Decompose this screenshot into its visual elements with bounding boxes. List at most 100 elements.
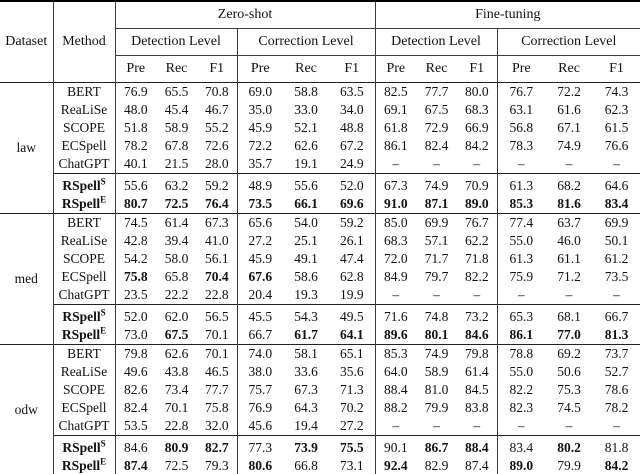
metric-value: 65.3 <box>497 304 546 326</box>
metric-value: 72.9 <box>424 120 449 135</box>
table-body: law BERT 76.9 65.5 70.8 69.0 58.8 63.5 82.5 77.7 8… <box>0 82 640 474</box>
metric-value: – <box>457 155 498 174</box>
metric-value: 84.2 <box>457 137 498 155</box>
metric-value: 67.5 <box>424 102 449 117</box>
metric-value: 70.4 <box>197 268 238 286</box>
metric-value: 63.1 <box>509 102 534 117</box>
metric-value: 67.3 <box>375 173 417 195</box>
metric-value: 76.9 <box>115 82 156 101</box>
metric-value: 55.6 <box>283 173 329 195</box>
metric-value: 73.2 <box>457 304 498 326</box>
metric-value: – <box>517 287 525 302</box>
metric-value: – <box>613 418 620 433</box>
metric-value: 79.9 <box>424 400 449 415</box>
dataset-label: law <box>0 82 54 214</box>
metric-value: 69.9 <box>593 213 640 232</box>
metric-value: 70.1 <box>197 344 238 363</box>
metric-value: 54.2 <box>123 251 148 266</box>
header-row-groups: Dataset Method Zero-shot Fine-tuning <box>0 1 640 83</box>
metric-value: 28.0 <box>197 155 238 174</box>
metric-value: 68.3 <box>383 233 408 248</box>
metric-value: 77.7 <box>416 82 458 101</box>
metric-value: 88.4 <box>457 435 498 457</box>
method-superscript: S <box>100 307 106 318</box>
metric-value: 79.8 <box>115 344 156 363</box>
metric-value: 19.9 <box>329 286 376 305</box>
table-row: RSpellE 87.4 72.5 79.3 80.6 66.8 73.1 92.4 82.9 8… <box>0 457 640 474</box>
metric-value: 80.6 <box>248 458 273 473</box>
table-row: RSpellE 73.0 67.5 70.1 66.7 61.7 64.1 89.6 80.1 8… <box>0 326 640 345</box>
metric-value: 75.3 <box>557 382 581 397</box>
metric-value: 58.9 <box>164 120 189 135</box>
metric-value: 78.6 <box>604 382 629 397</box>
method-label: RSpellS <box>53 304 116 326</box>
metric-value: – <box>565 287 573 302</box>
metric-value: 70.2 <box>329 399 376 417</box>
metric-value: 84.6 <box>457 326 498 345</box>
metric-value: 66.7 <box>593 304 640 326</box>
metric-value: 79.8 <box>457 344 498 363</box>
metric-value: – <box>433 418 440 433</box>
metric-value: 62.6 <box>294 138 318 153</box>
table-row: RSpellS 52.0 62.0 56.5 45.5 54.3 49.5 71.6 74.8 7… <box>0 304 640 326</box>
metric-value: 80.1 <box>424 327 449 342</box>
metric-value: 79.3 <box>197 457 238 474</box>
method-superscript: E <box>100 457 107 467</box>
metric-value: – <box>433 156 440 171</box>
method-label: RSpellE <box>53 326 116 345</box>
metric-value: 67.6 <box>248 269 273 284</box>
metric-value: 82.2 <box>509 382 534 397</box>
table-row: ChatGPT 23.5 22.2 22.8 20.4 19.3 19.9 – – – – – – <box>0 286 640 305</box>
metric-value: 67.3 <box>294 382 318 397</box>
method-label: RSpellS <box>53 435 116 457</box>
metric-value: 83.4 <box>497 435 546 457</box>
metric-value: 78.2 <box>604 400 629 415</box>
metric-value: 35.7 <box>248 156 273 171</box>
metric-value: 81.6 <box>557 196 581 211</box>
metric-value: 65.6 <box>237 213 283 232</box>
col-subgroup-ft-correction: Correction Level <box>497 28 640 56</box>
metric-value: 82.6 <box>123 382 148 397</box>
metric-value: 73.5 <box>604 269 629 284</box>
metric-value: 35.0 <box>248 102 273 117</box>
metric-value: 73.9 <box>283 435 329 457</box>
metric-value: 82.9 <box>424 458 449 473</box>
metric-value: 58.1 <box>283 344 329 363</box>
metric-value: 50.6 <box>557 364 581 379</box>
metric-value: 87.4 <box>457 457 498 474</box>
metric-value: 85.3 <box>509 196 534 211</box>
table-row: ECSpell 75.8 65.8 70.4 67.6 58.6 62.8 84.9 79.7 8… <box>0 268 640 286</box>
metric-value: 89.0 <box>509 458 534 473</box>
metric-value: 45.9 <box>248 120 273 135</box>
method-label: ECSpell <box>53 137 116 155</box>
metric-value: 76.9 <box>248 400 273 415</box>
method-label: RSpellE <box>53 457 116 474</box>
metric-value: 84.2 <box>604 458 629 473</box>
metric-value: 69.6 <box>329 195 376 214</box>
col-header-pre: Pre <box>250 61 270 76</box>
metric-value: 45.6 <box>248 418 273 433</box>
metric-value: 80.2 <box>545 435 594 457</box>
metric-value: 19.1 <box>294 156 318 171</box>
metric-value: – <box>517 418 525 433</box>
metric-value: 67.1 <box>557 120 581 135</box>
metric-value: 84.9 <box>383 269 408 284</box>
metric-value: 24.9 <box>329 155 376 174</box>
metric-value: 79.9 <box>557 458 581 473</box>
table-row: ECSpell 82.4 70.1 75.8 76.9 64.3 70.2 88.2 79.9 8… <box>0 399 640 417</box>
metric-value: 55.2 <box>197 119 238 137</box>
metric-value: 76.6 <box>604 138 629 153</box>
col-subgroup-zs-correction: Correction Level <box>237 28 376 56</box>
metric-value: 61.3 <box>497 173 546 195</box>
metric-value: 72.5 <box>164 196 189 211</box>
metric-value: – <box>433 287 440 302</box>
metric-value: 68.1 <box>545 304 594 326</box>
metric-value: 53.5 <box>123 418 148 433</box>
metric-value: 51.8 <box>123 120 148 135</box>
metric-value: 61.5 <box>604 120 629 135</box>
col-header-f1: F1 <box>609 61 624 76</box>
metric-value: 74.5 <box>115 213 156 232</box>
metric-value: 56.1 <box>197 250 238 268</box>
